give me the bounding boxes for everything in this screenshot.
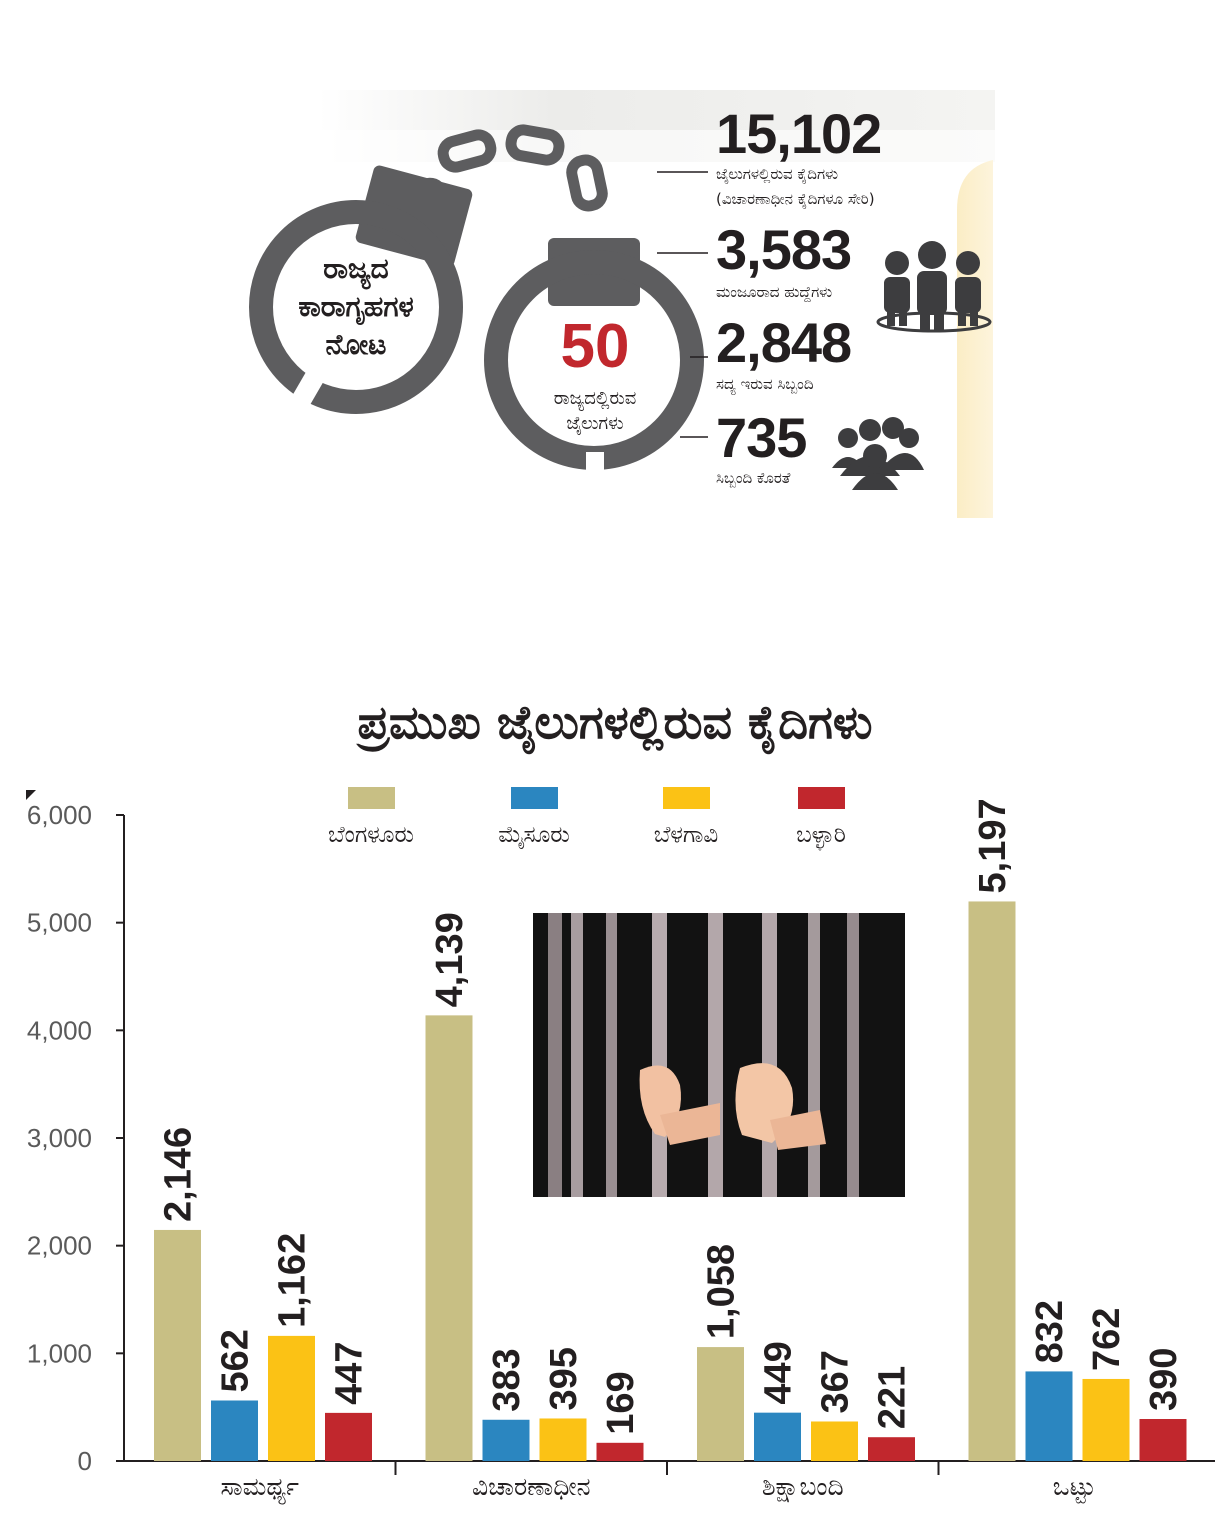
corner-mark [26, 790, 36, 800]
background-fade [318, 130, 995, 170]
bar-value-label: 5,197 [972, 798, 1014, 893]
bar-value-label: 1,058 [701, 1244, 743, 1339]
bar-value-label: 1,162 [272, 1233, 314, 1328]
infographic-graphics [249, 90, 995, 518]
bar [211, 1400, 258, 1461]
bar-value-label: 367 [815, 1350, 857, 1413]
bar [1139, 1419, 1187, 1461]
stat-prisoners-label: ಜೈಲುಗಳಲ್ಲಿರುವ ಕೈದಿಗಳು [716, 165, 839, 183]
bar-value-label: 562 [215, 1329, 257, 1392]
jail-count: 50 [560, 312, 630, 381]
cuff-left-line-3: ನೋಟ [325, 328, 387, 361]
x-category-label: ಶಿಕ್ಷಾಬಂದಿ [762, 1472, 844, 1502]
x-category-label: ವಿಚಾರಣಾಧೀನ [472, 1472, 591, 1501]
bar-value-label: 449 [758, 1341, 800, 1404]
legend-swatch [511, 787, 558, 809]
stat-shortage-label: ಸಿಬ್ಬಂದಿ ಕೊರತೆ [716, 469, 791, 487]
bar-value-label: 762 [1086, 1308, 1128, 1371]
y-tick-label: 6,000 [27, 800, 92, 830]
bar-value-label: 390 [1143, 1348, 1185, 1411]
chart-legend: ಬೆಂಗಳೂರು ಮೈಸೂರು ಬೆಳಗಾವಿ ಬಳ್ಳಾರಿ [328, 787, 846, 851]
bar-value-label: 221 [872, 1366, 914, 1429]
bar-value-label: 169 [600, 1371, 642, 1434]
prison-bars-photo [533, 913, 905, 1197]
cuff-left-label: ರಾಜ್ಯದ ಕಾರಾಗೃಹಗಳ ನೋಟ [256, 250, 456, 364]
y-tick-label: 2,000 [27, 1231, 92, 1261]
stat-shortage-value: 735 [716, 406, 807, 469]
bar [154, 1229, 201, 1461]
stat-current-staff-label: ಸದ್ಯ ಇರುವ ಸಿಬ್ಬಂದಿ [716, 375, 814, 393]
bar [596, 1442, 644, 1461]
stat-current-staff-value: 2,848 [716, 311, 852, 374]
y-tick-label: 1,000 [27, 1338, 92, 1368]
bar [697, 1347, 744, 1461]
chart-bars: 2,146 562 1,162 447 4,139 383 395 169 1,058 449 36… [154, 798, 1187, 1461]
bar-chart: 0 1,000 2,000 3,000 4,000 5,000 6,000 ಸಾಮರ್ಥ್ಯ ವ… [26, 787, 1215, 1505]
jail-count-label: ರಾಜ್ಯದಲ್ಲಿರುವ ಜೈಲುಗಳು [510, 386, 680, 436]
bar [325, 1412, 372, 1461]
bar-value-label: 383 [486, 1348, 528, 1411]
cuff-left-line-1: ರಾಜ್ಯದ [323, 252, 389, 285]
bar [482, 1419, 530, 1461]
legend-label: ಮೈಸೂರು [498, 822, 570, 849]
y-tick-label: 4,000 [27, 1015, 92, 1045]
bar [268, 1335, 315, 1461]
bar-value-label: 395 [543, 1347, 585, 1410]
bar [539, 1418, 587, 1461]
x-category-label: ಸಾಮರ್ಥ್ಯ [221, 1472, 299, 1505]
y-tick-label: 5,000 [27, 908, 92, 938]
bar [968, 901, 1016, 1461]
leader-lines [657, 171, 708, 438]
legend-label: ಬೆಂಗಳೂರು [328, 822, 414, 848]
x-category-label: ಒಟ್ಟು [1053, 1472, 1096, 1503]
bar [1025, 1371, 1073, 1461]
y-tick-label: 3,000 [27, 1123, 92, 1153]
bar-value-label: 447 [329, 1341, 371, 1404]
crowd-icon [832, 417, 924, 490]
chart-title: ಪ್ರಮುಖ ಜೈಲುಗಳಲ್ಲಿರುವ ಕೈದಿಗಳು [357, 695, 873, 749]
stat-prisoners-value: 15,102 [716, 102, 882, 165]
handcuffs-icon [249, 124, 704, 486]
legend-swatch [663, 787, 710, 809]
cuff-left-line-2: ಕಾರಾಗೃಹಗಳ [298, 290, 414, 323]
y-tick-label: 0 [78, 1446, 92, 1476]
staff-group-icon [876, 241, 992, 333]
bar [811, 1421, 858, 1461]
bar-value-label: 2,146 [158, 1127, 200, 1222]
bar [868, 1437, 915, 1461]
bar-value-label: 832 [1029, 1300, 1071, 1363]
bar-value-label: 4,139 [429, 912, 471, 1007]
stat-prisoners-sublabel: (ವಿಚಾರಣಾಧೀನ ಕೈದಿಗಳೂ ಸೇರಿ) [716, 190, 875, 208]
bar [425, 1015, 473, 1461]
legend-label: ಬಳ್ಳಾರಿ [796, 822, 846, 851]
bar [754, 1412, 801, 1461]
stat-sanctioned-label: ಮಂಜೂರಾದ ಹುದ್ದೆಗಳು [716, 283, 833, 301]
jail-count-label-line-1: ರಾಜ್ಯದಲ್ಲಿರುವ [553, 388, 637, 409]
stat-sanctioned-value: 3,583 [716, 218, 852, 281]
legend-swatch [798, 787, 845, 809]
legend-swatch [348, 787, 395, 809]
jail-count-label-line-2: ಜೈಲುಗಳು [566, 413, 624, 434]
legend-label: ಬೆಳಗಾವಿ [654, 822, 719, 848]
bar [1082, 1378, 1130, 1461]
pillar-decoration [957, 160, 993, 518]
